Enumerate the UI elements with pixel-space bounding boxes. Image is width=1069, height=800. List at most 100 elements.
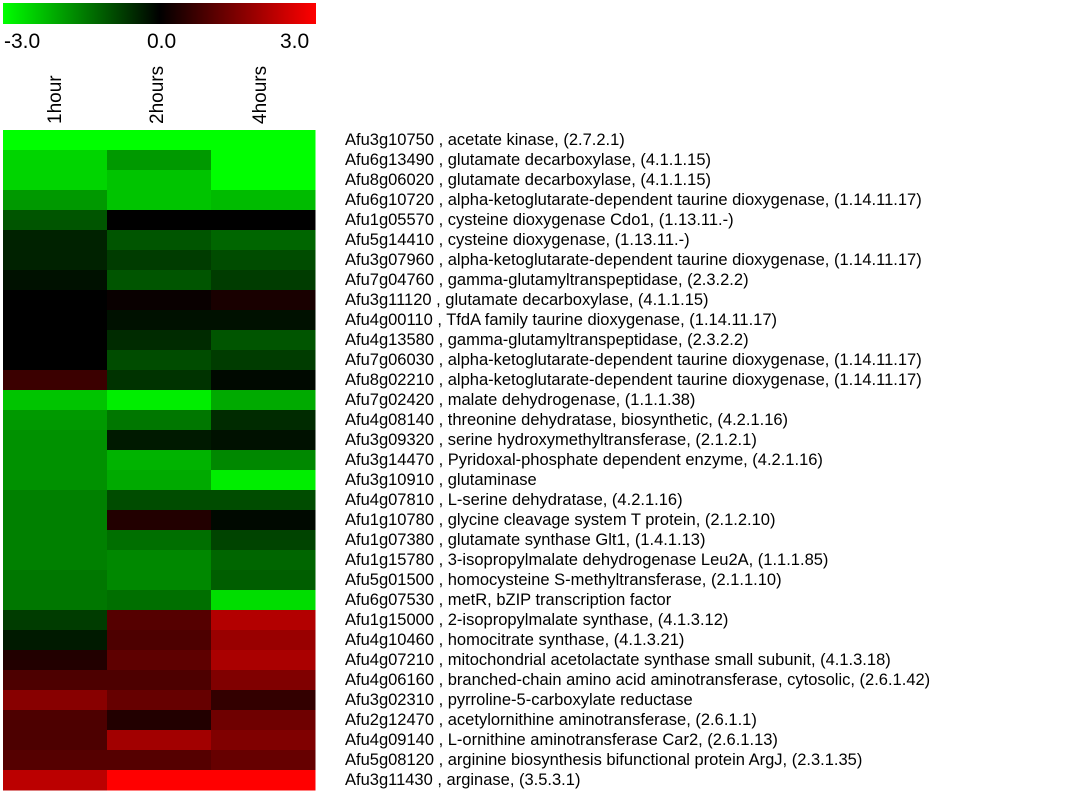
row-label: Afu5g08120 , arginine biosynthesis bifun… (345, 751, 863, 769)
row-label: Afu4g08140 , threonine dehydratase, bios… (345, 411, 789, 429)
heatmap-cell (107, 730, 212, 751)
heatmap-cell (211, 770, 316, 791)
heatmap-cell (3, 370, 108, 391)
row-label: Afu7g06030 , alpha-ketoglutarate-depende… (345, 351, 922, 369)
heatmap-cell (107, 770, 212, 791)
heatmap-cell (3, 190, 108, 211)
heatmap-cell (3, 730, 108, 751)
heatmap-cell (211, 130, 316, 151)
heatmap-cell (3, 690, 108, 711)
row-label: Afu8g02210 , alpha-ketoglutarate-depende… (345, 371, 922, 389)
heatmap-cell (107, 270, 212, 291)
heatmap-cell (3, 670, 108, 691)
row-label: Afu4g13580 , gamma-glutamyltranspeptidas… (345, 331, 749, 349)
heatmap-cell (211, 190, 316, 211)
heatmap-cell (107, 170, 212, 191)
heatmap-cell (107, 630, 212, 651)
heatmap-cell (211, 690, 316, 711)
row-label: Afu3g10750 , acetate kinase, (2.7.2.1) (345, 131, 625, 149)
row-label: Afu6g10720 , alpha-ketoglutarate-depende… (345, 191, 922, 209)
heatmap-cell (107, 710, 212, 731)
heatmap-cell (3, 150, 108, 171)
heatmap-cell (211, 270, 316, 291)
row-label: Afu3g07960 , alpha-ketoglutarate-depende… (345, 251, 922, 269)
row-label: Afu3g11120 , glutamate decarboxylase, (4… (345, 291, 709, 309)
heatmap-cell (3, 290, 108, 311)
heatmap-cell (3, 310, 108, 331)
row-label: Afu3g09320 , serine hydroxymethyltransfe… (345, 431, 757, 449)
heatmap-cell (107, 250, 212, 271)
row-label: Afu4g06160 , branched-chain amino acid a… (345, 671, 931, 689)
heatmap-cell (3, 430, 108, 451)
scale-max-label: 3.0 (280, 30, 310, 53)
heatmap-cell (211, 410, 316, 431)
heatmap-cell (211, 530, 316, 551)
row-label: Afu8g06020 , glutamate decarboxylase, (4… (345, 171, 711, 189)
heatmap-cell (107, 650, 212, 671)
heatmap-cell (211, 510, 316, 531)
heatmap-cell (107, 510, 212, 531)
heatmap-cell (107, 530, 212, 551)
row-label: Afu7g02420 , malate dehydrogenase, (1.1.… (345, 391, 696, 409)
heatmap-cell (3, 490, 108, 511)
row-label: Afu3g02310 , pyrroline-5-carboxylate red… (345, 691, 693, 709)
row-label: Afu4g07810 , L-serine dehydratase, (4.2.… (345, 491, 683, 509)
heatmap-cell (3, 130, 108, 151)
heatmap-cell (107, 450, 212, 471)
heatmap-cell (107, 390, 212, 411)
heatmap-cell (3, 470, 108, 491)
heatmap-cell (3, 170, 108, 191)
row-label: Afu5g14410 , cysteine dioxygenase, (1.13… (345, 231, 690, 249)
heatmap-cell (211, 310, 316, 331)
heatmap-cell (107, 550, 212, 571)
heatmap-cell (107, 350, 212, 371)
heatmap-cell (211, 670, 316, 691)
heatmap-cell (107, 490, 212, 511)
scale-mid-label: 0.0 (147, 30, 177, 53)
heatmap-cell (3, 270, 108, 291)
heatmap-cell (211, 210, 316, 231)
row-label: Afu2g12470 , acetylornithine aminotransf… (345, 711, 757, 729)
heatmap-cell (211, 590, 316, 611)
row-label: Afu3g10910 , glutaminase (345, 471, 537, 489)
heatmap-cell (211, 150, 316, 171)
heatmap-cell (211, 750, 316, 771)
heatmap-cell (3, 650, 108, 671)
heatmap-cell (3, 510, 108, 531)
row-label: Afu6g07530 , metR, bZIP transcription fa… (345, 591, 672, 609)
heatmap-cell (107, 150, 212, 171)
heatmap-cell (211, 170, 316, 191)
row-label: Afu1g15000 , 2-isopropylmalate synthase,… (345, 611, 729, 629)
heatmap-cell (107, 410, 212, 431)
heatmap-cell (107, 370, 212, 391)
heatmap-cell (107, 230, 212, 251)
row-label: Afu3g11430 , arginase, (3.5.3.1) (345, 771, 581, 789)
heatmap-cell (107, 690, 212, 711)
heatmap-cell (211, 710, 316, 731)
heatmap-cell (107, 570, 212, 591)
row-label: Afu1g05570 , cysteine dioxygenase Cdo1, … (345, 211, 734, 229)
heatmap-cell (3, 630, 108, 651)
heatmap-cell (107, 470, 212, 491)
heatmap-cell (211, 290, 316, 311)
heatmap-cell (211, 630, 316, 651)
heatmap-cell (3, 770, 108, 791)
row-label: Afu1g07380 , glutamate synthase Glt1, (1… (345, 531, 706, 549)
heatmap-cell (3, 550, 108, 571)
heatmap-cell (3, 410, 108, 431)
heatmap-cell (107, 130, 212, 151)
heatmap-cell (211, 650, 316, 671)
heatmap-cell (211, 250, 316, 271)
heatmap-cell (107, 610, 212, 631)
heatmap-cell (211, 230, 316, 251)
row-label: Afu4g10460 , homocitrate synthase, (4.1.… (345, 631, 685, 649)
heatmap-cell (211, 570, 316, 591)
heatmap-cell (3, 570, 108, 591)
heatmap-cell (3, 330, 108, 351)
heatmap-cell (3, 750, 108, 771)
heatmap-cell (107, 190, 212, 211)
heatmap-cell (211, 450, 316, 471)
heatmap-cell (107, 670, 212, 691)
row-label: Afu3g14470 , Pyridoxal-phosphate depende… (345, 451, 823, 469)
